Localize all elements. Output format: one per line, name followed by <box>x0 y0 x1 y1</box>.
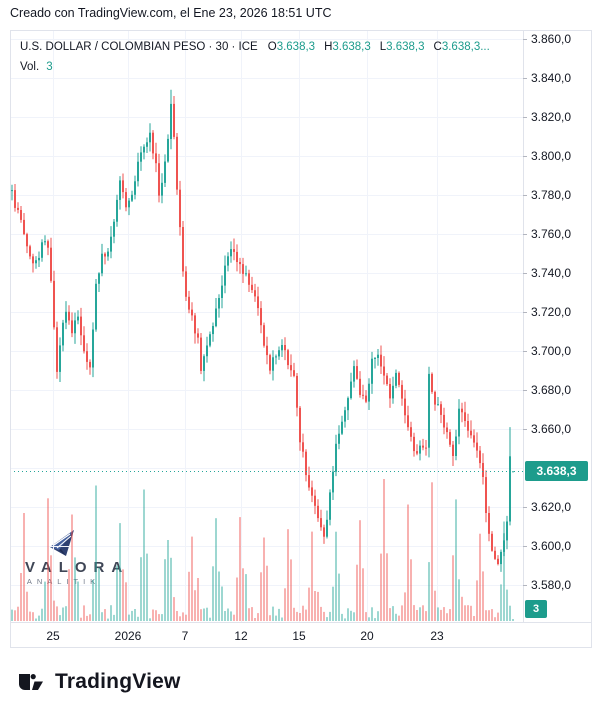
price-axis-label: 3.840,0 <box>531 71 572 85</box>
high-label: H <box>324 41 333 53</box>
price-axis-label: 3.740,0 <box>531 266 572 280</box>
tradingview-brand-text: TradingView <box>55 670 181 693</box>
price-axis-label: 3.760,0 <box>531 227 572 241</box>
close-label: C <box>433 41 442 53</box>
tradingview-footer[interactable]: TradingView <box>16 668 181 696</box>
low-label: L <box>379 41 387 53</box>
price-axis-label: 3.860,0 <box>531 32 572 46</box>
tradingview-logo-icon <box>19 674 43 690</box>
time-axis-label: 25 <box>46 629 60 643</box>
time-axis-label: 15 <box>292 629 306 643</box>
last-volume-badge: 3 <box>525 600 547 618</box>
time-axis-label: 7 <box>181 629 189 643</box>
volume-label: Vol. <box>20 61 40 73</box>
price-axis-label: 3.680,0 <box>531 383 572 397</box>
volume-value: 3 <box>46 61 53 73</box>
price-axis-label: 3.800,0 <box>531 149 572 163</box>
high-value: 3.638,3 <box>332 41 371 53</box>
price-axis-label: 3.780,0 <box>531 188 572 202</box>
time-axis-label: 23 <box>430 629 444 643</box>
price-axis-label: 3.700,0 <box>531 344 572 358</box>
watermark-title: VALORA <box>25 559 130 576</box>
watermark-subtitle: ANALITIK <box>26 577 101 586</box>
time-axis-label: 20 <box>360 629 374 643</box>
close-value: 3.638,3... <box>441 41 490 53</box>
symbol-title[interactable]: U.S. DOLLAR / COLOMBIAN PESO · 30 · ICE <box>20 41 258 53</box>
low-value: 3.638,3 <box>386 41 425 53</box>
price-axis-label: 3.720,0 <box>531 305 572 319</box>
last-price-badge: 3.638,3 <box>525 461 588 481</box>
symbol-legend: U.S. DOLLAR / COLOMBIAN PESO · 30 · ICE O… <box>20 41 499 53</box>
time-axis-label: 2026 <box>114 629 142 643</box>
price-axis-label: 3.620,0 <box>531 500 572 514</box>
price-axis-label: 3.600,0 <box>531 539 572 553</box>
price-axis-label: 3.660,0 <box>531 422 572 436</box>
creado-caption: Creado con TradingView.com, el Ene 23, 2… <box>10 6 332 20</box>
time-axis-label: 12 <box>234 629 248 643</box>
price-axis-label: 3.820,0 <box>531 110 572 124</box>
open-value: 3.638,3 <box>276 41 316 53</box>
open-label: O <box>267 41 277 53</box>
volume-legend: Vol. 3 <box>20 61 53 73</box>
price-axis-label: 3.580,0 <box>531 578 572 592</box>
